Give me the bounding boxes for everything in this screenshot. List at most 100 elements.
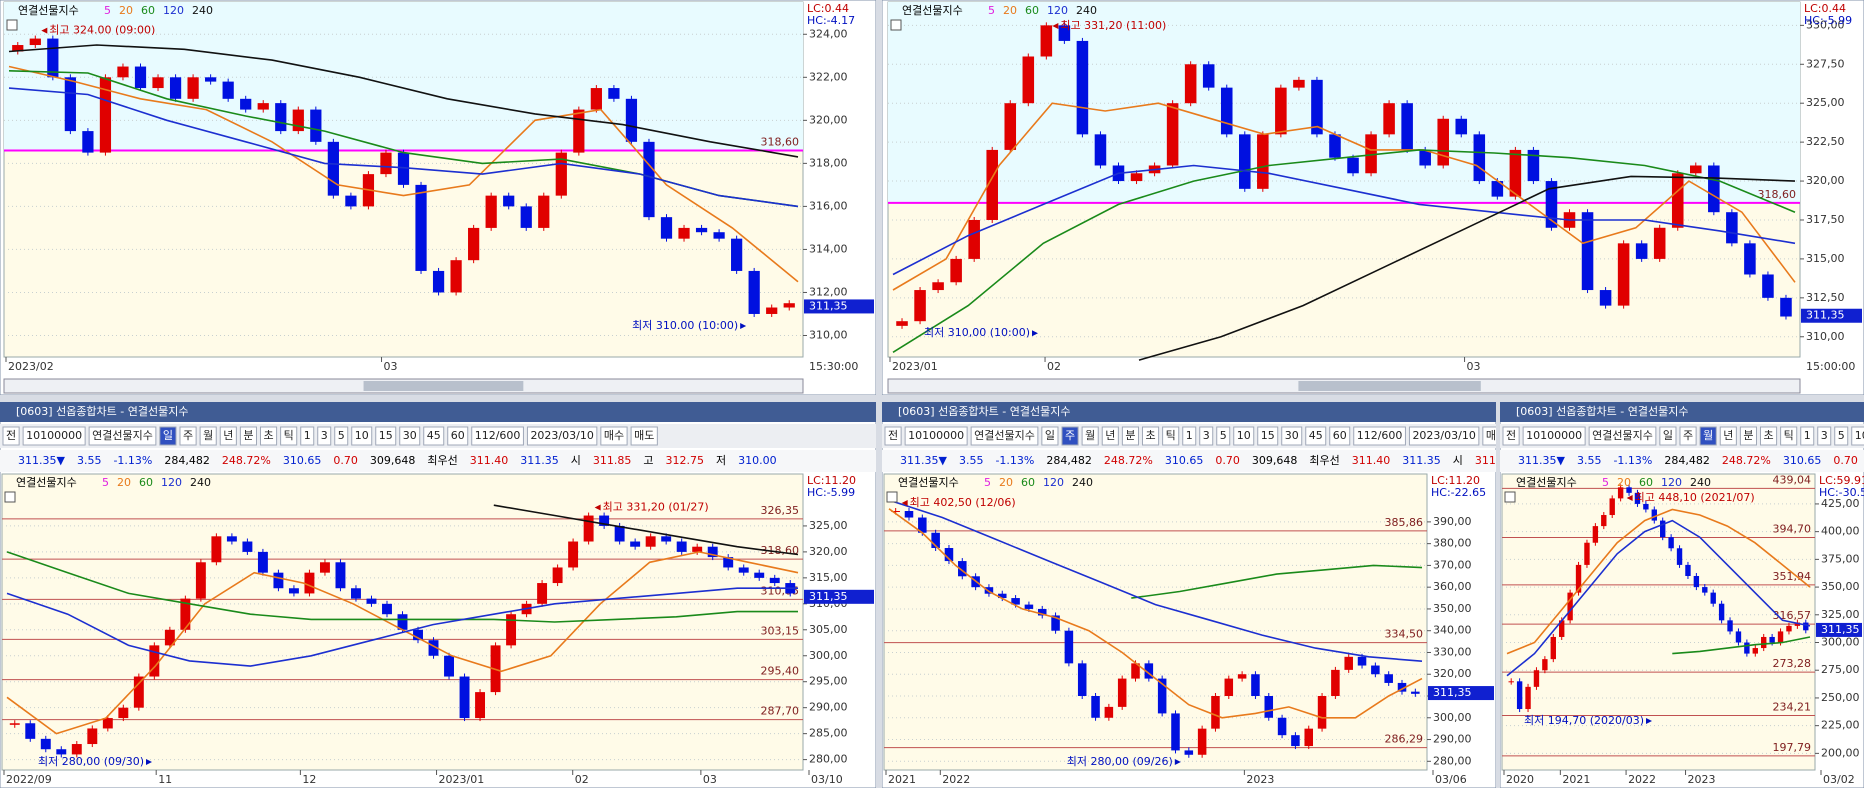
toolbar-label[interactable]: 15: [379, 429, 393, 442]
toolbar-label[interactable]: 년: [1723, 429, 1733, 442]
toolbar-label[interactable]: 10: [355, 429, 369, 442]
toolbar-label[interactable]: 112/600: [475, 429, 521, 442]
toolbar-button[interactable]: [471, 426, 524, 446]
toolbar-button[interactable]: [1199, 426, 1214, 446]
toolbar-button[interactable]: [2, 426, 20, 446]
toolbar-label[interactable]: 틱: [284, 429, 294, 442]
toolbar-label[interactable]: 월: [203, 429, 213, 442]
toolbar-label[interactable]: 초: [263, 429, 273, 442]
toolbar-label[interactable]: 5: [1220, 429, 1227, 442]
toolbar-button[interactable]: [1141, 426, 1160, 446]
toolbar-label[interactable]: 60: [1333, 429, 1347, 442]
toolbar-label[interactable]: 1: [304, 429, 311, 442]
toolbar-label[interactable]: 일: [1045, 428, 1055, 442]
toolbar-button[interactable]: [1041, 426, 1059, 446]
toolbar-button[interactable]: [1759, 426, 1778, 446]
toolbar-button[interactable]: [1502, 426, 1520, 446]
toolbar-label[interactable]: 전: [888, 429, 898, 442]
toolbar-button[interactable]: [884, 426, 902, 446]
toolbar-label[interactable]: 45: [427, 429, 441, 442]
toolbar-label[interactable]: 초: [1763, 429, 1773, 442]
toolbar-label[interactable]: 10: [1237, 429, 1251, 442]
toolbar-label[interactable]: 분: [243, 429, 253, 442]
toolbar-label[interactable]: 10100000: [26, 429, 82, 442]
toolbar-button[interactable]: [1719, 426, 1737, 446]
toolbar-label[interactable]: 3: [1821, 429, 1828, 442]
toolbar-button[interactable]: [526, 426, 598, 446]
toolbar-label[interactable]: 년: [223, 429, 233, 442]
toolbar-label[interactable]: 분: [1125, 429, 1135, 442]
toolbar-button[interactable]: [1162, 426, 1180, 446]
toolbar-button[interactable]: [375, 426, 397, 446]
toolbar-button[interactable]: [239, 426, 257, 446]
toolbar-button[interactable]: [1281, 426, 1303, 446]
toolbar-button[interactable]: [1851, 426, 1864, 446]
toolbar-label[interactable]: 연결선물지수: [1592, 429, 1653, 442]
toolbar-button[interactable]: [1699, 426, 1717, 446]
toolbar-label[interactable]: 5: [338, 429, 345, 442]
toolbar-button[interactable]: [1305, 426, 1327, 446]
toolbar-label[interactable]: 10100000: [1526, 429, 1582, 442]
toolbar-button[interactable]: [22, 426, 86, 446]
toolbar-label[interactable]: 년: [1105, 429, 1115, 442]
toolbar-button[interactable]: [600, 426, 628, 446]
toolbar-button[interactable]: [399, 426, 421, 446]
scroll-thumb[interactable]: [1298, 381, 1481, 391]
toolbar-button[interactable]: [1081, 426, 1099, 446]
toolbar-button[interactable]: [351, 426, 373, 446]
toolbar-button[interactable]: [1101, 426, 1119, 446]
toolbar-label[interactable]: 3: [1203, 429, 1210, 442]
toolbar-label[interactable]: 주: [183, 429, 193, 442]
toolbar-button[interactable]: [970, 426, 1039, 446]
toolbar-button[interactable]: [280, 426, 298, 446]
toolbar-button[interactable]: [199, 426, 217, 446]
toolbar-button[interactable]: [1817, 426, 1832, 446]
toolbar-button[interactable]: [1739, 426, 1757, 446]
toolbar-label[interactable]: 주: [1065, 429, 1075, 442]
toolbar-label[interactable]: 30: [403, 429, 417, 442]
toolbar-label[interactable]: 5: [1838, 429, 1845, 442]
toolbar-button[interactable]: [1182, 426, 1197, 446]
toolbar-label[interactable]: 2023/03/10: [530, 429, 593, 442]
toolbar-label[interactable]: 전: [6, 429, 16, 442]
toolbar-button[interactable]: [219, 426, 237, 446]
toolbar-button[interactable]: [1780, 426, 1798, 446]
toolbar-label[interactable]: 매도: [634, 429, 654, 442]
toolbar-label[interactable]: 연결선물지수: [92, 429, 153, 442]
toolbar-button[interactable]: [334, 426, 349, 446]
scroll-thumb[interactable]: [363, 381, 524, 391]
toolbar-button[interactable]: [1216, 426, 1231, 446]
toolbar-button[interactable]: [630, 426, 658, 446]
toolbar-label[interactable]: 2023/03/10: [1412, 429, 1475, 442]
toolbar-button[interactable]: [1834, 426, 1849, 446]
toolbar-label[interactable]: 초: [1145, 429, 1155, 442]
toolbar-label[interactable]: 틱: [1166, 429, 1176, 442]
toolbar-label[interactable]: 1: [1804, 429, 1811, 442]
toolbar-button[interactable]: [447, 426, 469, 446]
toolbar-label[interactable]: 주: [1683, 429, 1693, 442]
toolbar-button[interactable]: [1659, 426, 1677, 446]
toolbar-label[interactable]: 월: [1085, 429, 1095, 442]
toolbar-button[interactable]: [1257, 426, 1279, 446]
toolbar-label[interactable]: 틱: [1784, 429, 1794, 442]
toolbar-button[interactable]: [1588, 426, 1657, 446]
toolbar-label[interactable]: 1: [1186, 429, 1193, 442]
toolbar-label[interactable]: 매수: [1486, 429, 1506, 442]
toolbar-button[interactable]: [423, 426, 445, 446]
toolbar-button[interactable]: [1522, 426, 1586, 446]
toolbar-button[interactable]: [300, 426, 315, 446]
toolbar-button[interactable]: [1353, 426, 1406, 446]
toolbar-label[interactable]: 45: [1309, 429, 1323, 442]
toolbar-button[interactable]: [1679, 426, 1697, 446]
toolbar-button[interactable]: [1800, 426, 1815, 446]
toolbar-label[interactable]: 전: [1506, 429, 1516, 442]
toolbar-button[interactable]: [179, 426, 197, 446]
toolbar-button[interactable]: [317, 426, 332, 446]
toolbar-button[interactable]: [259, 426, 278, 446]
toolbar-button[interactable]: [1121, 426, 1139, 446]
toolbar-button[interactable]: [1233, 426, 1255, 446]
toolbar-label[interactable]: 일: [1663, 428, 1673, 442]
toolbar-label[interactable]: 112/600: [1357, 429, 1403, 442]
toolbar-button[interactable]: [1329, 426, 1351, 446]
toolbar-label[interactable]: 30: [1285, 429, 1299, 442]
